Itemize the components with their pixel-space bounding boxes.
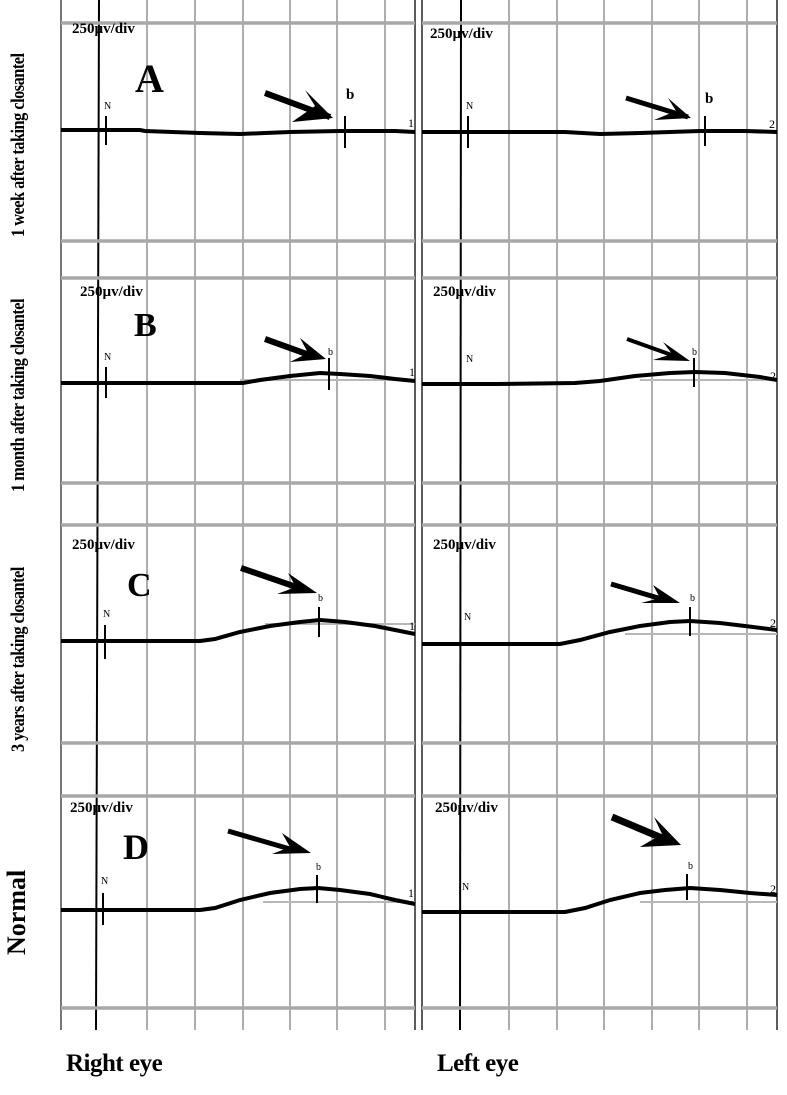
arrow-icon	[610, 813, 681, 847]
scale-label-a-left: 250µv/div	[430, 26, 493, 42]
scale-label-b-right: 250µv/div	[80, 284, 143, 300]
svg-text:b: b	[316, 862, 321, 873]
svg-text:N: N	[466, 354, 473, 365]
svg-text:2: 2	[769, 117, 775, 131]
right-eye-label: Right eye	[66, 1050, 163, 1077]
marker-labels: N N N N N N N N b b b b b b b b 1 2 1 2 …	[101, 87, 776, 900]
row-label-d: Normal	[2, 869, 31, 955]
svg-text:N: N	[104, 352, 111, 363]
svg-text:N: N	[101, 876, 108, 887]
svg-text:b: b	[328, 347, 333, 358]
panel-c	[61, 565, 778, 659]
scale-label-c-left: 250µv/div	[433, 537, 496, 553]
svg-text:1: 1	[409, 365, 415, 379]
arrow-icon	[610, 581, 680, 603]
arrow-icon	[227, 828, 311, 854]
panel-letter-b: B	[134, 307, 157, 344]
svg-text:1: 1	[408, 116, 414, 130]
scale-label-d-right: 250µv/div	[70, 800, 133, 816]
panel-letter-c: C	[127, 567, 152, 604]
scale-label-b-left: 250µv/div	[433, 284, 496, 300]
trace-d-right	[61, 885, 416, 912]
svg-text:b: b	[688, 861, 693, 872]
panel-letter-d: D	[123, 827, 149, 867]
arrow-icon	[263, 90, 333, 122]
trace-a-left	[422, 129, 778, 137]
arrow-icon	[626, 337, 690, 361]
right-eye-time-zero-line	[95, 0, 100, 1031]
panel-a	[61, 90, 778, 148]
svg-text:b: b	[692, 347, 697, 358]
arrow-icon	[625, 95, 691, 120]
right-eye-grid	[60, 0, 416, 1030]
svg-text:b: b	[690, 593, 695, 604]
left-eye-label: Left eye	[437, 1050, 519, 1077]
svg-text:b: b	[318, 593, 323, 604]
trace-a-right	[61, 128, 416, 137]
svg-text:2: 2	[770, 369, 776, 383]
trace-c-left	[422, 618, 778, 646]
row-label-c: 3 years after taking closantel	[8, 567, 29, 752]
scale-label-d-left: 250µv/div	[435, 800, 498, 816]
svg-text:N: N	[466, 101, 473, 112]
row-label-b: 1 month after taking closantel	[8, 298, 29, 492]
panel-b	[61, 336, 778, 398]
svg-text:N: N	[462, 882, 469, 893]
svg-text:N: N	[104, 101, 111, 112]
svg-text:b: b	[346, 87, 354, 103]
horizontal-grid	[61, 21, 777, 1010]
svg-text:1: 1	[408, 886, 414, 900]
left-eye-time-zero-line	[459, 0, 462, 1031]
scale-label-a-right: 250µv/div	[72, 21, 135, 37]
svg-text:N: N	[464, 612, 471, 623]
panel-letter-a: A	[135, 56, 164, 101]
svg-text:b: b	[705, 91, 713, 107]
scale-label-c-right: 250µv/div	[72, 537, 135, 553]
panel-d	[61, 813, 778, 925]
svg-text:2: 2	[770, 882, 776, 896]
trace-b-left	[422, 369, 778, 386]
arrow-icon	[240, 565, 317, 594]
svg-text:N: N	[103, 609, 110, 620]
trace-d-left	[422, 885, 778, 914]
arrow-icon	[263, 336, 326, 362]
row-label-a: 1 week after taking closantel	[8, 53, 29, 238]
trace-b-right	[61, 370, 416, 385]
trace-c-right	[61, 617, 416, 643]
left-eye-grid	[421, 0, 778, 1030]
svg-text:1: 1	[409, 619, 415, 633]
svg-text:2: 2	[770, 616, 776, 630]
